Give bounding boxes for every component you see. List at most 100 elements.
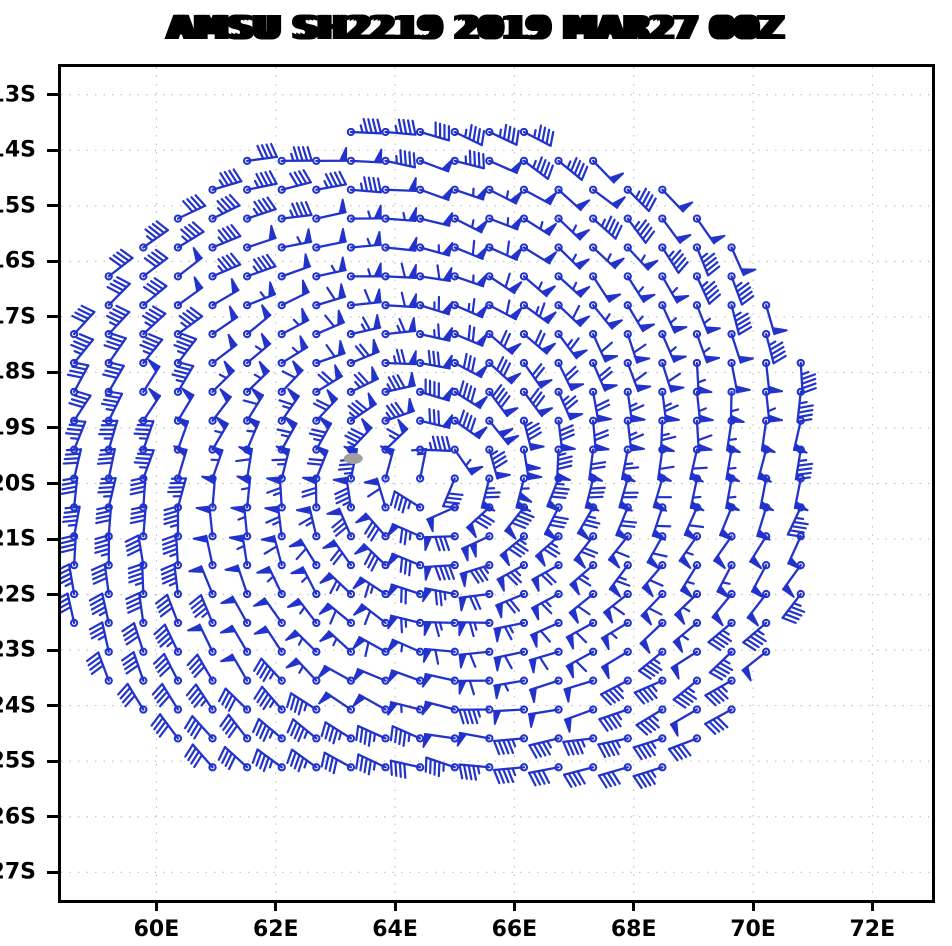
wind-barb (104, 276, 131, 310)
wind-barb (674, 589, 702, 626)
wind-barb (288, 538, 321, 570)
wind-barb (252, 597, 286, 628)
wind-barb (450, 352, 489, 379)
wind-barb (312, 340, 346, 368)
wind-barb (242, 281, 277, 310)
wind-barb (450, 239, 489, 260)
wind-barb (346, 314, 382, 339)
wind-barb (504, 503, 535, 540)
wind-barb (492, 763, 529, 785)
wind-barb (301, 476, 321, 512)
wind-barb (139, 305, 167, 339)
wind-barb (415, 349, 453, 370)
wind-barb (94, 533, 113, 570)
wind-barb (658, 243, 689, 274)
wind-barb (65, 419, 87, 454)
y-tick-label: 27S (0, 859, 36, 885)
wind-barb (284, 629, 321, 656)
wind-barb (519, 329, 557, 355)
wind-barb (742, 618, 771, 652)
wind-barb (381, 236, 418, 252)
wind-barb (208, 305, 239, 339)
wind-barb (588, 156, 625, 184)
wind-barb (88, 592, 113, 628)
wind-barb (346, 117, 383, 137)
wind-barb (588, 243, 625, 270)
wind-barb (458, 763, 494, 781)
wind-barb (623, 185, 657, 213)
wind-barb (519, 156, 554, 180)
y-tick-label: 23S (0, 637, 36, 663)
wind-barb (151, 682, 183, 714)
wind-barb (450, 149, 485, 170)
wind-barb (381, 149, 416, 169)
wind-barb (277, 200, 313, 223)
wind-barb (312, 146, 348, 166)
wind-barb (421, 672, 459, 688)
wind-barb (277, 387, 300, 425)
wind-barb (576, 503, 601, 541)
wind-barb (421, 587, 459, 607)
wind-barb (139, 248, 169, 281)
wind-barb (312, 228, 347, 252)
wind-barb (195, 505, 217, 541)
wind-barb (519, 214, 558, 236)
wind-barb (219, 624, 252, 656)
wind-barb (442, 474, 464, 509)
wind-barb (351, 668, 390, 685)
x-tick-mark (274, 900, 278, 911)
wind-barb (635, 705, 667, 736)
wind-barb (185, 683, 217, 714)
wind-barb (600, 618, 632, 651)
wind-barb (450, 297, 489, 319)
y-tick-mark (47, 537, 58, 541)
wind-barb (352, 693, 390, 714)
wind-barb (117, 682, 148, 714)
wind-barb (133, 419, 155, 454)
wind-barb (637, 647, 667, 680)
y-tick-label: 17S (0, 304, 36, 330)
x-tick-mark (512, 900, 516, 911)
wind-barb (208, 168, 243, 194)
wind-barb (242, 360, 270, 397)
wind-barb (669, 705, 702, 737)
wind-barb (707, 618, 736, 652)
wind-barb (61, 505, 81, 541)
wind-barb (61, 476, 79, 512)
wind-barb (277, 169, 312, 194)
wind-barb (466, 503, 495, 539)
wind-barb (704, 676, 736, 707)
wind-barb (623, 358, 652, 393)
wind-barb (562, 734, 598, 756)
wind-barb (692, 272, 722, 305)
wind-barb (633, 676, 667, 705)
wind-barb (139, 358, 161, 397)
wind-barb (415, 185, 454, 201)
wind-barb (415, 264, 453, 282)
wind-barb (319, 630, 356, 656)
wind-barb (658, 272, 690, 304)
wind-barb (253, 657, 286, 685)
wind-barb (381, 397, 416, 425)
wind-barb (127, 562, 148, 599)
wind-barb (192, 534, 217, 570)
wind-barb (277, 253, 312, 281)
wind-barb (286, 748, 321, 773)
wind-barb (692, 416, 713, 452)
wind-barb (228, 534, 252, 570)
wind-barb (658, 214, 692, 244)
wind-barb (389, 759, 425, 779)
wind-barb (139, 277, 168, 310)
wind-barb (450, 324, 489, 347)
wind-barb (61, 534, 79, 570)
wind-barb (381, 118, 417, 137)
wind-barb (242, 253, 277, 281)
wind-barb (623, 243, 659, 271)
wind-barb (528, 734, 563, 759)
x-tick-mark (154, 900, 158, 911)
wind-barb (527, 763, 563, 787)
wind-barb (423, 618, 459, 638)
wind-barb (355, 724, 390, 747)
y-tick-mark (47, 426, 58, 430)
